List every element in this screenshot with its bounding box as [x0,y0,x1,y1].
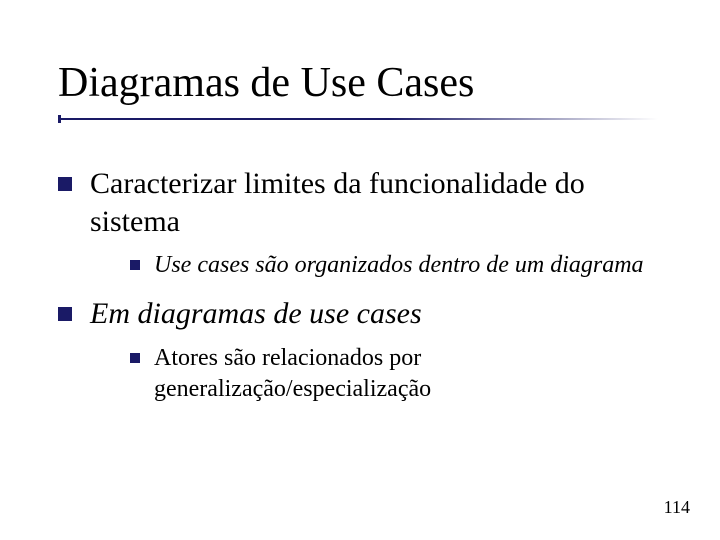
list-item-text: Caracterizar limites da funcionalidade d… [90,165,658,240]
slide: Diagramas de Use Cases Caracterizar limi… [0,0,720,540]
list-item: Em diagramas de use cases [58,295,658,333]
square-bullet-icon [130,353,140,363]
list-subitem-text: Atores são relacionados por generalizaçã… [154,343,658,405]
slide-title: Diagramas de Use Cases [58,60,678,106]
list-item: Caracterizar limites da funcionalidade d… [58,165,658,240]
list-subitem-text: Use cases são organizados dentro de um d… [154,250,644,281]
square-bullet-icon [58,307,72,321]
square-bullet-icon [130,260,140,270]
title-area: Diagramas de Use Cases [58,60,678,120]
square-bullet-icon [58,177,72,191]
list-subitem: Use cases são organizados dentro de um d… [130,250,658,281]
list-item-text: Em diagramas de use cases [90,295,422,333]
list-subitem: Atores são relacionados por generalizaçã… [130,343,658,405]
page-number: 114 [664,497,690,518]
title-underline [58,118,658,120]
slide-body: Caracterizar limites da funcionalidade d… [58,165,658,419]
